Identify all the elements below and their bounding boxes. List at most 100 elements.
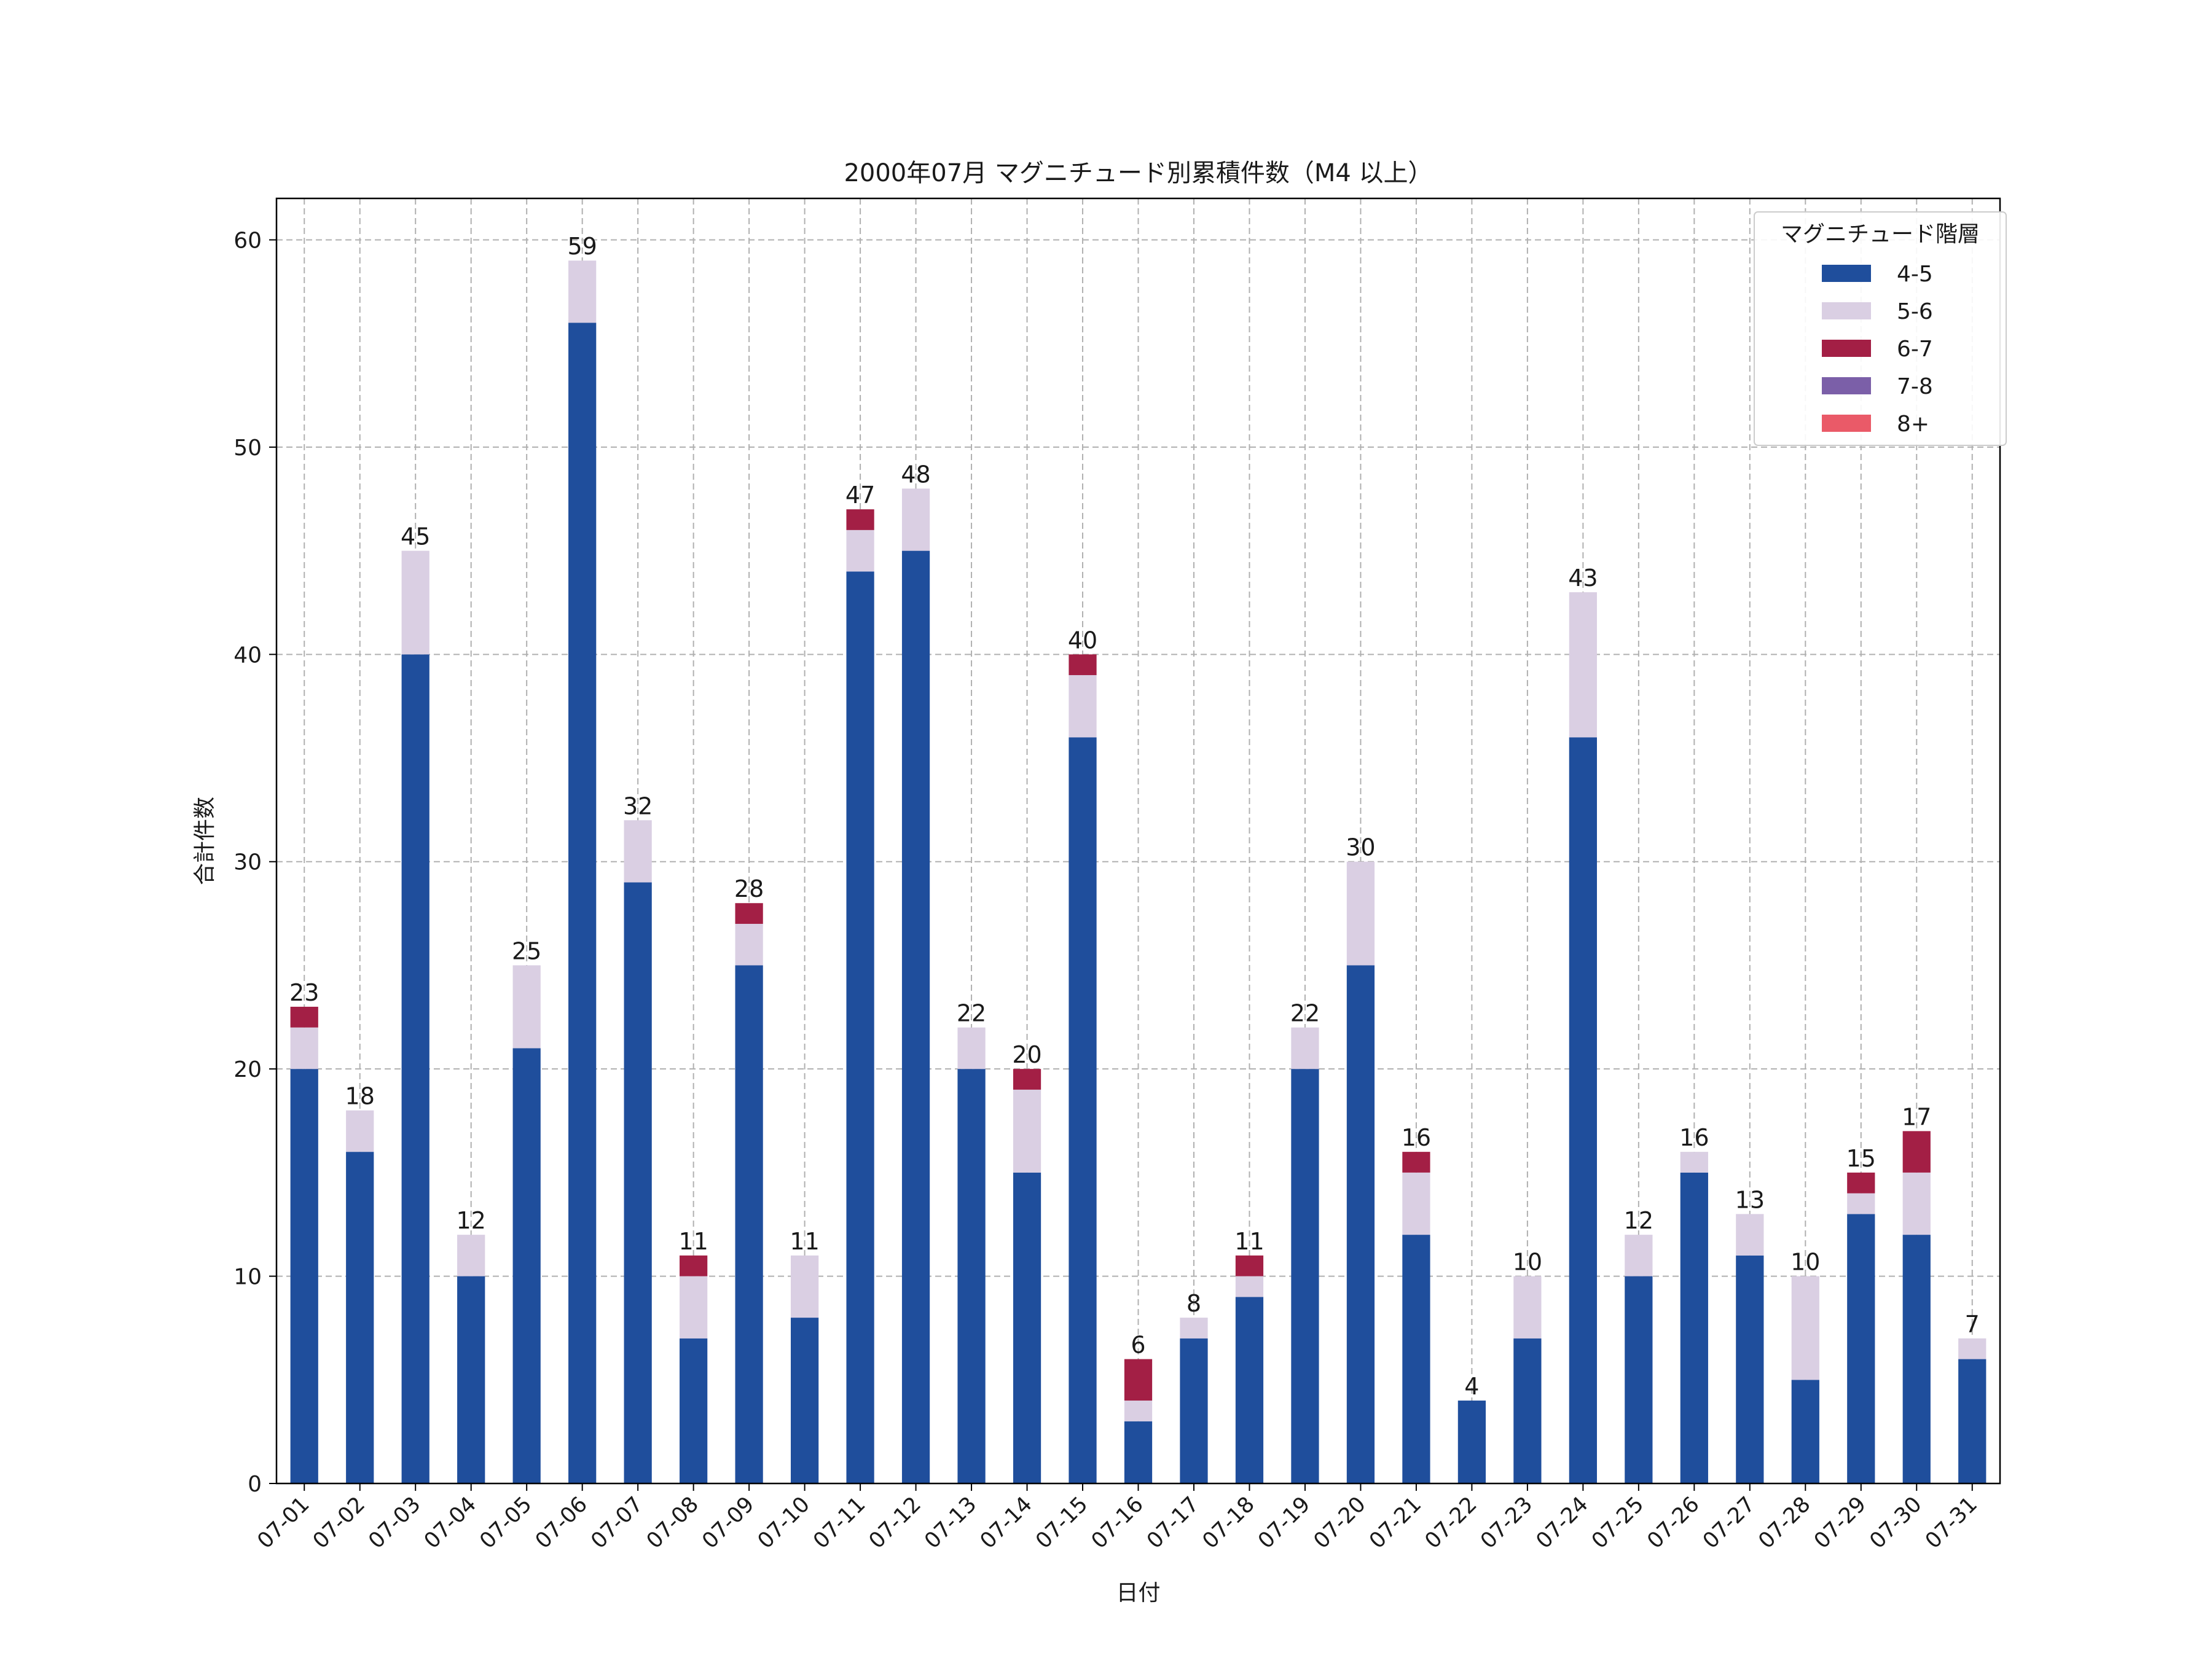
bar-segment-4-5 [1680, 1172, 1708, 1483]
bar-segment-4-5 [1958, 1359, 1986, 1483]
bar-total-label: 6 [1131, 1332, 1145, 1359]
chart-title: 2000年07月 マグニチュード別累積件数（M4 以上） [844, 159, 1432, 187]
bar-segment-5-6 [1013, 1089, 1041, 1173]
bar-total-label: 4 [1464, 1373, 1479, 1400]
bar-segment-4-5 [901, 550, 930, 1483]
bar-segment-4-5 [1180, 1338, 1208, 1483]
legend-label: 7-8 [1897, 374, 1933, 399]
bar-segment-5-6 [1958, 1338, 1986, 1359]
legend-swatch [1822, 415, 1871, 432]
bar-total-label: 20 [1012, 1041, 1041, 1068]
x-tick-label: 07-16 [1087, 1492, 1148, 1554]
bar-segment-4-5 [1069, 737, 1097, 1483]
bar-segment-6-7 [735, 903, 763, 924]
bar-segment-5-6 [1346, 861, 1375, 966]
bar-total-label: 43 [1568, 565, 1598, 592]
bar-segment-4-5 [1124, 1421, 1153, 1483]
bar-total-label: 18 [345, 1083, 375, 1110]
bar-total-label: 40 [1068, 627, 1097, 654]
x-tick-label: 07-06 [531, 1492, 592, 1554]
bar-segment-5-6 [790, 1255, 819, 1318]
bar-segment-4-5 [401, 654, 429, 1483]
bar-segment-5-6 [512, 965, 541, 1049]
bar-segment-6-7 [1847, 1172, 1875, 1194]
bar-segment-4-5 [1235, 1297, 1264, 1483]
legend-swatch [1822, 302, 1871, 319]
bar-total-label: 11 [1234, 1228, 1264, 1255]
bar-segment-5-6 [1069, 675, 1097, 738]
bar-total-label: 30 [1346, 834, 1375, 861]
bar-segment-4-5 [1402, 1235, 1430, 1483]
legend-box [1754, 211, 2007, 446]
bar-total-label: 22 [1290, 1000, 1320, 1027]
x-tick-label: 07-08 [642, 1492, 704, 1554]
bar-segment-5-6 [1569, 592, 1597, 738]
x-tick-label: 07-31 [1921, 1492, 1982, 1554]
bar-segment-5-6 [1291, 1027, 1319, 1069]
bar-total-label: 11 [790, 1228, 819, 1255]
bar-segment-4-5 [290, 1069, 318, 1483]
bar-total-label: 15 [1846, 1145, 1876, 1172]
legend-label: 5-6 [1897, 299, 1933, 324]
bar-segment-5-6 [568, 260, 597, 323]
x-tick-label: 07-04 [420, 1492, 481, 1554]
x-axis-label: 日付 [1116, 1581, 1160, 1606]
legend-label: 4-5 [1897, 262, 1933, 287]
bar-segment-5-6 [1402, 1172, 1430, 1235]
y-tick-label: 0 [248, 1472, 262, 1497]
bar-total-label: 28 [734, 875, 764, 902]
bar-segment-4-5 [346, 1152, 374, 1483]
bar-segment-4-5 [1513, 1338, 1542, 1483]
bar-segment-5-6 [957, 1027, 986, 1069]
bar-segment-4-5 [1902, 1235, 1931, 1483]
x-tick-label: 07-03 [364, 1492, 425, 1554]
x-tick-label: 07-12 [865, 1492, 926, 1554]
bar-segment-6-7 [846, 509, 874, 530]
bar-total-label: 7 [1965, 1311, 1980, 1338]
bar-total-label: 45 [401, 523, 430, 550]
bar-segment-5-6 [1680, 1152, 1708, 1173]
bar-total-label: 17 [1902, 1103, 1931, 1130]
bar-total-label: 47 [845, 482, 875, 509]
axes: 010203040506007-0107-0207-0307-0407-0507… [233, 228, 1982, 1554]
bar-total-label: 48 [901, 461, 930, 488]
bar-segment-5-6 [624, 820, 652, 883]
bar-total-label: 32 [623, 792, 653, 819]
x-tick-label: 07-10 [753, 1492, 815, 1554]
bar-segment-6-7 [1235, 1255, 1264, 1276]
bar-segment-5-6 [401, 550, 429, 655]
x-tick-label: 07-11 [809, 1492, 870, 1554]
bar-segment-4-5 [1791, 1380, 1819, 1483]
bar-segment-5-6 [290, 1027, 318, 1069]
bar-segment-5-6 [457, 1235, 485, 1276]
x-tick-label: 07-02 [308, 1492, 370, 1554]
bars [290, 260, 1986, 1483]
x-tick-label: 07-23 [1476, 1492, 1537, 1554]
bar-segment-5-6 [1736, 1214, 1764, 1256]
x-tick-label: 07-24 [1532, 1492, 1593, 1554]
bar-segment-5-6 [1847, 1193, 1875, 1214]
bar-segment-4-5 [457, 1276, 485, 1483]
bar-total-label: 10 [1790, 1249, 1820, 1276]
bar-total-label: 10 [1513, 1249, 1542, 1276]
x-tick-label: 07-28 [1754, 1492, 1815, 1554]
bar-segment-4-5 [1736, 1255, 1764, 1483]
bar-segment-4-5 [1013, 1172, 1041, 1483]
bar-segment-5-6 [346, 1110, 374, 1152]
bar-segment-4-5 [512, 1048, 541, 1483]
bar-segment-5-6 [901, 488, 930, 551]
x-tick-label: 07-09 [697, 1492, 759, 1554]
bar-segment-4-5 [846, 571, 874, 1483]
legend-title: マグニチュード階層 [1781, 222, 1980, 247]
bar-segment-6-7 [1124, 1359, 1153, 1401]
y-tick-label: 10 [233, 1265, 262, 1290]
bar-segment-4-5 [1625, 1276, 1653, 1483]
y-tick-label: 40 [233, 643, 262, 668]
bar-total-label: 23 [289, 979, 319, 1006]
x-tick-label: 07-25 [1587, 1492, 1649, 1554]
x-tick-label: 07-30 [1865, 1492, 1926, 1554]
bar-segment-4-5 [1457, 1401, 1486, 1483]
bar-segment-4-5 [680, 1338, 708, 1483]
bar-total-label: 8 [1186, 1290, 1201, 1317]
